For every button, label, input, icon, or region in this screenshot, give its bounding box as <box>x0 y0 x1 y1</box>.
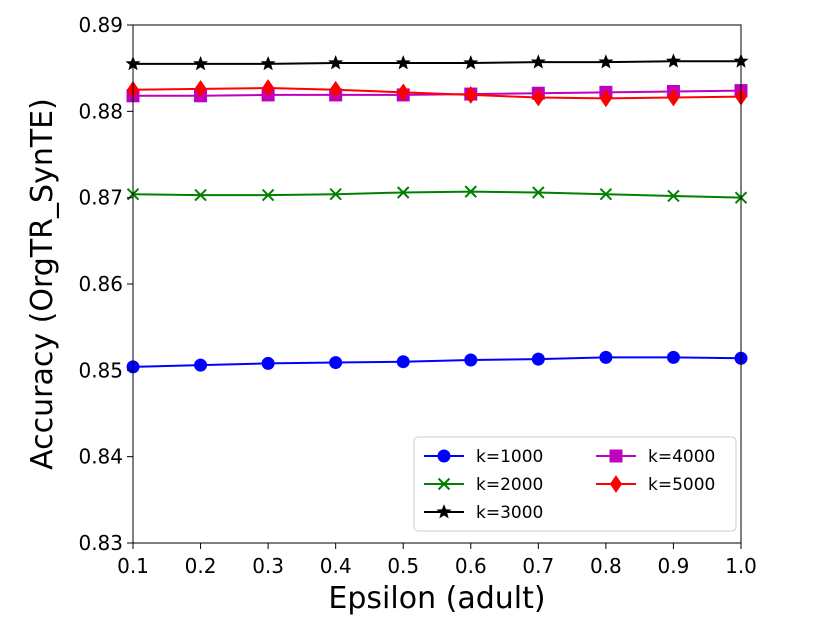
data-point <box>667 189 680 203</box>
legend-label: k=5000 <box>648 475 715 495</box>
data-point <box>463 55 479 70</box>
x-tick-label: 0.1 <box>117 554 149 578</box>
legend-label: k=4000 <box>648 447 715 467</box>
y-tick-label: 0.85 <box>78 358 123 382</box>
data-point <box>532 88 545 107</box>
data-point <box>262 79 275 97</box>
data-point <box>194 358 208 372</box>
y-tick-label: 0.86 <box>78 272 123 296</box>
legend: k=1000 k=2000 k=3000 k=4000 k=5000 <box>413 436 737 532</box>
data-point <box>599 350 613 364</box>
data-point <box>665 53 681 68</box>
series-k-5000 <box>126 79 748 108</box>
series-layer <box>125 53 749 374</box>
data-point <box>260 55 276 71</box>
data-point <box>329 188 342 201</box>
data-point <box>666 350 680 364</box>
x-tick-label: 0.8 <box>590 554 622 578</box>
y-axis-ticks: 0.83 0.84 0.85 0.86 0.87 0.88 0.89 <box>78 13 133 555</box>
series-line <box>132 356 742 368</box>
x-tick-label: 0.4 <box>320 554 352 578</box>
data-point <box>397 83 410 102</box>
x-tick-label: 0.3 <box>252 554 284 578</box>
x-axis-ticks: 0.1 0.2 0.3 0.4 0.5 0.6 0.7 0.8 0.9 1.0 <box>117 543 757 578</box>
y-tick-label: 0.83 <box>78 531 123 555</box>
data-point <box>329 356 343 370</box>
series-line <box>132 190 742 199</box>
x-tick-label: 0.9 <box>658 554 690 578</box>
series-line <box>133 60 741 65</box>
legend-item: k=3000 <box>424 503 543 523</box>
series-line <box>132 87 742 100</box>
series-k-3000 <box>125 53 749 71</box>
legend-label: k=2000 <box>476 475 543 495</box>
series-k-2000 <box>126 185 748 204</box>
x-axis-label: Epsilon (adult) <box>328 581 545 616</box>
x-tick-label: 0.2 <box>185 554 217 578</box>
x-tick-label: 0.5 <box>387 554 419 578</box>
data-point <box>532 186 545 199</box>
data-point <box>464 185 477 198</box>
legend-item: k=2000 <box>424 475 543 495</box>
legend-marker <box>437 477 451 491</box>
legend-label: k=1000 <box>476 447 543 467</box>
data-point <box>667 88 680 107</box>
y-tick-label: 0.87 <box>78 186 123 210</box>
legend-frame <box>413 436 737 532</box>
x-tick-label: 1.0 <box>725 554 757 578</box>
data-point <box>261 188 275 202</box>
data-point <box>194 188 207 202</box>
x-tick-label: 0.6 <box>455 554 487 578</box>
legend-label: k=3000 <box>476 503 543 523</box>
data-point <box>194 80 207 98</box>
data-point <box>531 352 545 366</box>
legend-marker <box>436 504 452 519</box>
legend-marker <box>609 449 623 463</box>
series-k-1000 <box>126 350 748 374</box>
data-point <box>599 89 612 108</box>
legend-item: k=1000 <box>424 447 543 467</box>
data-point <box>329 80 342 99</box>
legend-marker <box>609 475 623 493</box>
legend-marker <box>437 449 451 463</box>
y-tick-label: 0.89 <box>78 13 123 37</box>
data-point <box>464 86 477 104</box>
data-point <box>397 186 410 199</box>
x-tick-label: 0.7 <box>522 554 554 578</box>
legend-item: k=5000 <box>596 475 715 495</box>
data-point <box>464 353 478 367</box>
data-point <box>599 188 613 201</box>
data-point <box>395 55 411 70</box>
data-point <box>598 54 614 69</box>
y-axis-label: Accuracy (OrgTR_SynTE) <box>25 98 60 470</box>
y-tick-label: 0.88 <box>78 99 123 123</box>
y-tick-label: 0.84 <box>78 445 123 469</box>
data-point <box>530 54 546 69</box>
data-point <box>193 55 209 71</box>
data-point <box>261 356 275 370</box>
data-point <box>328 55 344 70</box>
legend-item: k=4000 <box>596 447 715 467</box>
data-point <box>396 355 410 369</box>
